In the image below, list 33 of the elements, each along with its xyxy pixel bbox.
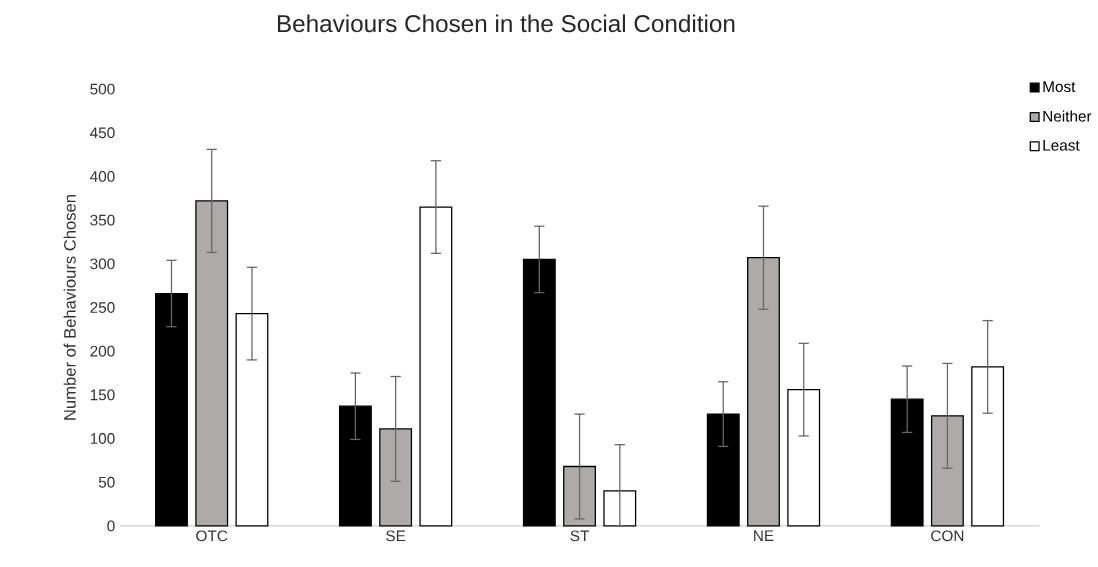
bar — [419, 206, 453, 527]
bar — [338, 405, 372, 527]
y-tick-label: 400 — [90, 170, 115, 182]
y-tick-label: 100 — [90, 433, 115, 444]
x-tick-label: SE — [386, 530, 406, 542]
y-axis-title: Number of Behaviours Chosen — [63, 195, 76, 420]
y-tick-label: 450 — [90, 127, 115, 139]
x-tick-label: ST — [570, 530, 590, 542]
legend-label: Least — [1043, 140, 1080, 151]
bar — [747, 257, 780, 527]
bar — [971, 366, 1005, 527]
x-tick-label: CON — [931, 530, 964, 542]
legend-label: Most — [1043, 81, 1076, 92]
bar — [890, 398, 924, 527]
x-tick-label: OTC — [196, 530, 228, 542]
bar — [235, 312, 269, 527]
bar — [522, 258, 556, 527]
legend-label: Neither — [1043, 110, 1092, 122]
y-tick-label: 350 — [90, 214, 115, 226]
y-tick-label: 50 — [98, 476, 115, 488]
y-tick-label: 300 — [90, 258, 115, 270]
y-tick-label: 150 — [90, 389, 115, 401]
y-tick-label: 0 — [107, 520, 115, 532]
bar — [706, 413, 740, 527]
bar — [155, 292, 188, 527]
bar — [787, 388, 821, 527]
y-tick-label: 200 — [90, 345, 115, 357]
y-tick-label: 250 — [90, 302, 115, 313]
y-tick-label: 500 — [90, 83, 115, 95]
bar — [930, 415, 964, 527]
x-tick-label: NE — [754, 530, 774, 541]
chart-title: Behaviours Chosen in the Social Condition — [277, 14, 735, 33]
bar — [195, 200, 229, 527]
